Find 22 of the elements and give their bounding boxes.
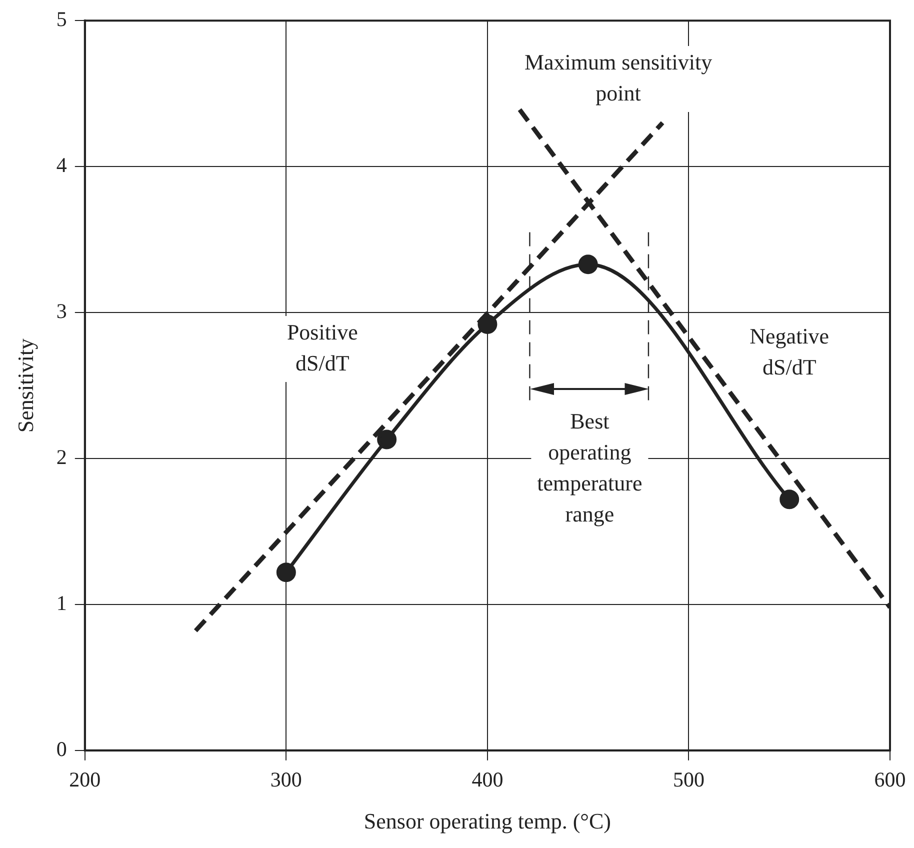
point (780, 490, 800, 510)
annotation: Best operating temperature range (537, 408, 642, 527)
point (377, 430, 397, 450)
annotation: Maximum sensitivity point (524, 49, 712, 106)
x-tick-label: 600 (874, 768, 906, 792)
point (478, 314, 498, 334)
x-tick-label: 500 (672, 768, 704, 792)
x-tick-label: 400 (472, 768, 504, 792)
x-tick-label: 300 (270, 768, 302, 792)
y-tick-label: 5 (56, 7, 67, 32)
y-tick-label: 0 (56, 736, 67, 761)
point (578, 254, 598, 274)
y-tick-label: 3 (56, 299, 67, 324)
annotation: Negative dS/dT (750, 324, 830, 380)
y-tick-label: 1 (56, 590, 67, 615)
point (276, 562, 296, 582)
annotation: Positive dS/dT (286, 319, 358, 376)
y-axis-title: Sensitivity (12, 338, 38, 433)
x-axis-title: Sensor operating temp. (°C) (364, 808, 611, 834)
y-tick-label: 4 (56, 153, 68, 178)
y-tick-label: 2 (56, 444, 67, 469)
x-tick-label: 200 (69, 768, 101, 792)
